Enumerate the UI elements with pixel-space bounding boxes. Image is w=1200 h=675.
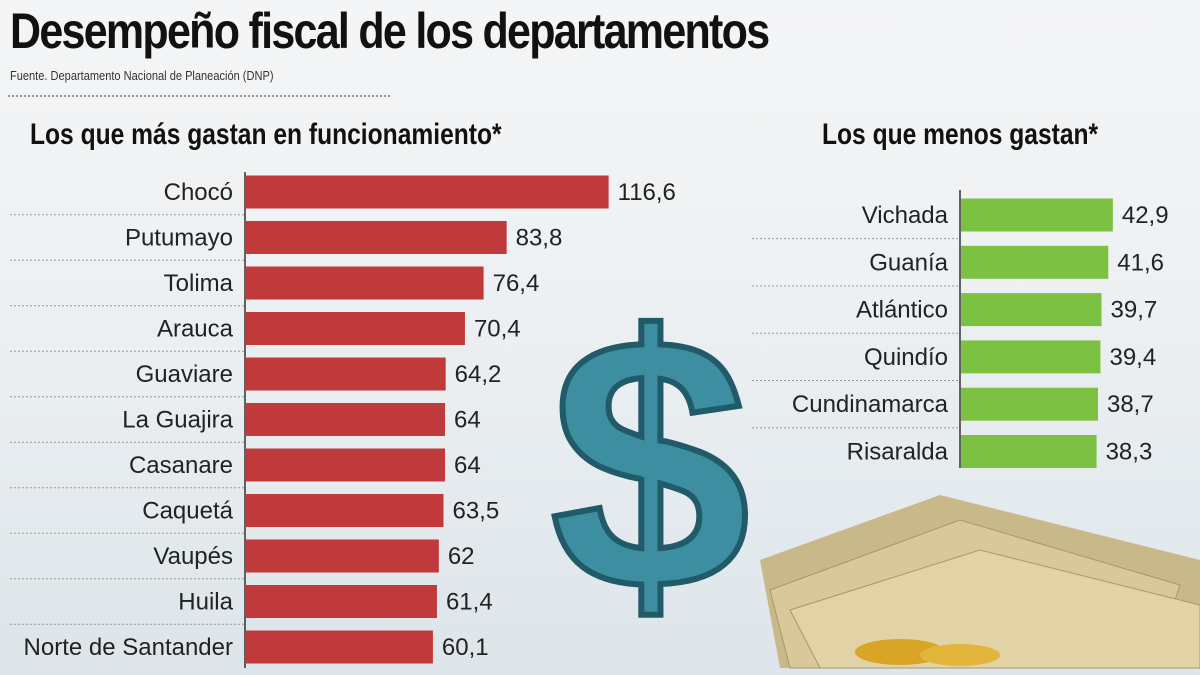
bar-caquetá — [246, 494, 444, 527]
left-chart-title: Los que más gastan en funcionamiento* — [30, 118, 502, 151]
value-label: 62 — [448, 543, 475, 570]
category-label: Tolima — [164, 270, 234, 297]
category-label: Casanare — [129, 452, 233, 479]
category-label: La Guajira — [122, 407, 233, 434]
value-label: 76,4 — [493, 270, 540, 297]
category-label: Risaralda — [847, 439, 949, 466]
bar-casanare — [246, 448, 446, 482]
value-label: 38,3 — [1106, 439, 1153, 466]
banknotes — [760, 495, 1200, 669]
bar-risaralda — [961, 435, 1097, 468]
money-illustration: $ — [547, 260, 1200, 669]
value-label: 39,4 — [1109, 344, 1156, 371]
value-label: 39,7 — [1111, 297, 1158, 324]
category-label: Atlántico — [856, 297, 948, 324]
value-label: 83,8 — [516, 225, 563, 252]
category-label: Vaupés — [153, 543, 233, 570]
bar-vichada — [961, 198, 1113, 232]
bar-guaviare — [246, 357, 446, 391]
category-label: Putumayo — [125, 225, 233, 252]
value-label: 38,7 — [1107, 391, 1154, 418]
bar-chocó — [246, 175, 609, 209]
page-title: Desempeño fiscal de los departamentos — [10, 3, 770, 59]
value-label: 63,5 — [452, 498, 499, 525]
bar-atlántico — [961, 293, 1102, 327]
value-label: 64,2 — [455, 361, 502, 388]
category-label: Chocó — [164, 179, 233, 206]
category-label: Huila — [178, 589, 233, 616]
value-label: 42,9 — [1122, 202, 1169, 229]
bar-arauca — [246, 312, 465, 345]
value-label: 64 — [454, 407, 481, 434]
category-label: Arauca — [157, 316, 234, 343]
dollar-sign-icon: $ — [550, 263, 750, 665]
value-label: 41,6 — [1117, 249, 1164, 276]
category-label: Guanía — [869, 249, 948, 276]
value-label: 116,6 — [618, 179, 676, 206]
bar-la-guajira — [246, 403, 446, 436]
bar-guanía — [961, 245, 1109, 279]
bar-norte-de-santander — [246, 630, 433, 664]
category-label: Norte de Santander — [24, 634, 233, 661]
bar-vaupés — [246, 539, 439, 573]
bar-huila — [246, 585, 437, 618]
bar-putumayo — [246, 221, 507, 254]
bar-quindío — [961, 340, 1101, 374]
bar-tolima — [246, 266, 484, 300]
value-label: 64 — [454, 452, 481, 479]
value-label: 60,1 — [442, 634, 489, 661]
divider — [8, 95, 390, 97]
category-label: Caquetá — [142, 498, 233, 525]
bar-cundinamarca — [961, 387, 1098, 421]
right-chart-title: Los que menos gastan* — [822, 118, 1099, 151]
source-note: Fuente. Departamento Nacional de Planeac… — [10, 68, 274, 83]
value-label: 70,4 — [474, 316, 521, 343]
category-label: Vichada — [862, 202, 949, 229]
category-label: Cundinamarca — [792, 391, 949, 418]
category-label: Guaviare — [136, 361, 233, 388]
category-label: Quindío — [864, 344, 948, 371]
value-label: 61,4 — [446, 589, 493, 616]
